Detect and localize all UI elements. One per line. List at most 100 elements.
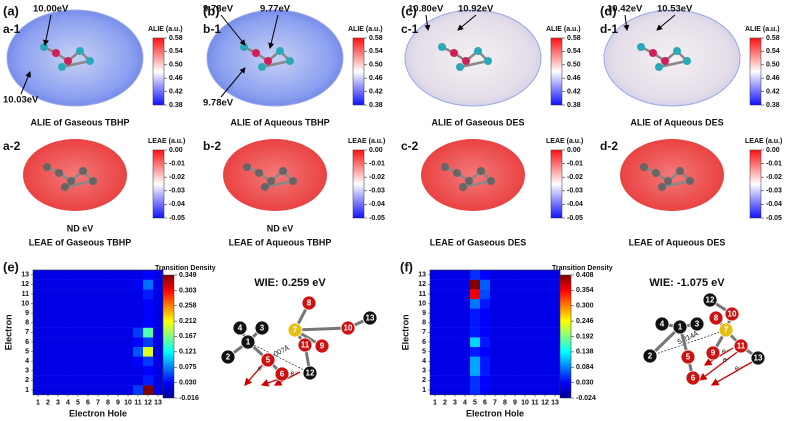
atom-label: 2 (648, 352, 653, 361)
heatmap-cell (550, 366, 561, 376)
heatmap-cell (133, 318, 144, 328)
leae-caption: LEAE of Aqueous DES (629, 237, 726, 247)
heatmap-cell (53, 346, 64, 357)
heatmap-cell (510, 270, 521, 280)
atom (438, 43, 446, 51)
atom (652, 169, 660, 177)
colorbar-tick-label: 0.408 (576, 272, 594, 279)
heatmap-cell (430, 308, 441, 319)
heatmap-cell (43, 289, 54, 299)
alie-caption: ALIE of Gaseous TBHP (30, 117, 129, 127)
sub-panel-label: d-2 (600, 139, 618, 153)
bond (264, 179, 294, 189)
annotation: 10.03eV (3, 95, 39, 106)
heatmap-cell (460, 270, 471, 280)
heatmap-cell (440, 375, 451, 386)
heatmap-cell (470, 337, 481, 347)
colorbar-tick-label: 0.58 (567, 35, 581, 42)
heatmap-cell (103, 298, 114, 309)
colorbar-tick-label: 0.246 (576, 318, 594, 325)
heatmap-cell (550, 356, 561, 367)
x-tick-label: 11 (134, 400, 142, 407)
heatmap-cell (53, 366, 64, 376)
atom-label: 7 (724, 326, 729, 335)
atom (708, 310, 724, 326)
y-tick-label: 12 (418, 281, 426, 288)
heatmap-cell (53, 279, 64, 290)
atom-label: 5 (686, 353, 691, 362)
heatmap-cell (500, 356, 511, 367)
heatmap-cell (540, 270, 551, 280)
heatmap-cell (430, 385, 441, 395)
heatmap-cell (153, 327, 164, 338)
heatmap-cell (53, 289, 64, 299)
colorbar-title: ALIE (a.u.) (546, 26, 581, 33)
leae-value: ND eV (67, 223, 94, 233)
atom (750, 350, 766, 366)
y-tick-label: 9 (422, 310, 426, 317)
heatmap-cell (133, 289, 144, 299)
electron-label: e⁻ (258, 365, 266, 372)
heatmap-cell (123, 327, 134, 338)
heatmap-cell (83, 289, 94, 299)
heatmap-cell (143, 298, 154, 309)
heatmap-cell (103, 318, 114, 328)
colorbar-tick-label: 0.192 (576, 333, 594, 340)
atom (274, 366, 290, 382)
heatmap-cell (480, 318, 491, 328)
colorbar-tick-label: 0.58 (369, 35, 383, 42)
heatmap-cell (550, 318, 561, 328)
colorbar-tick-label: 0.50 (369, 62, 383, 69)
colorbar-tick-label: 0.42 (766, 88, 780, 95)
heatmap-cell (490, 337, 501, 347)
colorbar (352, 37, 365, 106)
heatmap-cell (53, 385, 64, 395)
atom (220, 349, 236, 365)
heatmap-cell (93, 375, 104, 386)
y-tick-label: 8 (25, 320, 29, 327)
heatmap-cell (520, 385, 531, 395)
y-tick-label: 5 (25, 348, 29, 355)
heatmap-cell (440, 270, 451, 280)
atom (484, 57, 492, 65)
colorbar-tick-label: 0.42 (169, 88, 183, 95)
heatmap-cell (520, 289, 531, 299)
colorbar (550, 149, 563, 219)
annotation-arrow (43, 14, 52, 46)
heatmap-cell (430, 375, 441, 386)
heatmap-cell (460, 356, 471, 367)
heatmap-cell (430, 346, 441, 357)
heatmap-cell (520, 356, 531, 367)
atom-label: 6 (691, 374, 696, 383)
heatmap-cell (93, 298, 104, 309)
heatmap-cell (480, 385, 491, 395)
heatmap-cell (83, 346, 94, 357)
annotation: 10.00eV (33, 4, 69, 15)
heatmap-cell (510, 289, 521, 299)
colorbar (352, 149, 365, 219)
colorbar-tick-label: -0.03 (369, 188, 385, 195)
x-tick-label: 13 (551, 400, 559, 407)
leae-surface (223, 139, 327, 211)
colorbar-tick-label: 0.46 (567, 75, 581, 82)
heatmap-cell (93, 337, 104, 347)
heatmap-cell (73, 298, 84, 309)
heatmap-cell (470, 270, 481, 280)
heatmap-cell (63, 318, 74, 328)
heatmap-cell (430, 270, 441, 280)
panel-label: (b) (203, 3, 220, 18)
annotation-arrow (424, 14, 431, 31)
atom (55, 169, 63, 177)
heatmap-cell (143, 318, 154, 328)
x-tick-label: 6 (86, 400, 90, 407)
colorbar-tick-label: 0.030 (576, 379, 594, 386)
heatmap-cell (73, 366, 84, 376)
heatmap-cell (63, 298, 74, 309)
heatmap-cell (530, 318, 541, 328)
heatmap-cell (500, 298, 511, 309)
x-tick-label: 12 (541, 400, 549, 407)
heatmap-cell (480, 289, 491, 299)
heatmap-cell (490, 289, 501, 299)
x-tick-label: 5 (76, 400, 80, 407)
heatmap-cell (500, 385, 511, 395)
